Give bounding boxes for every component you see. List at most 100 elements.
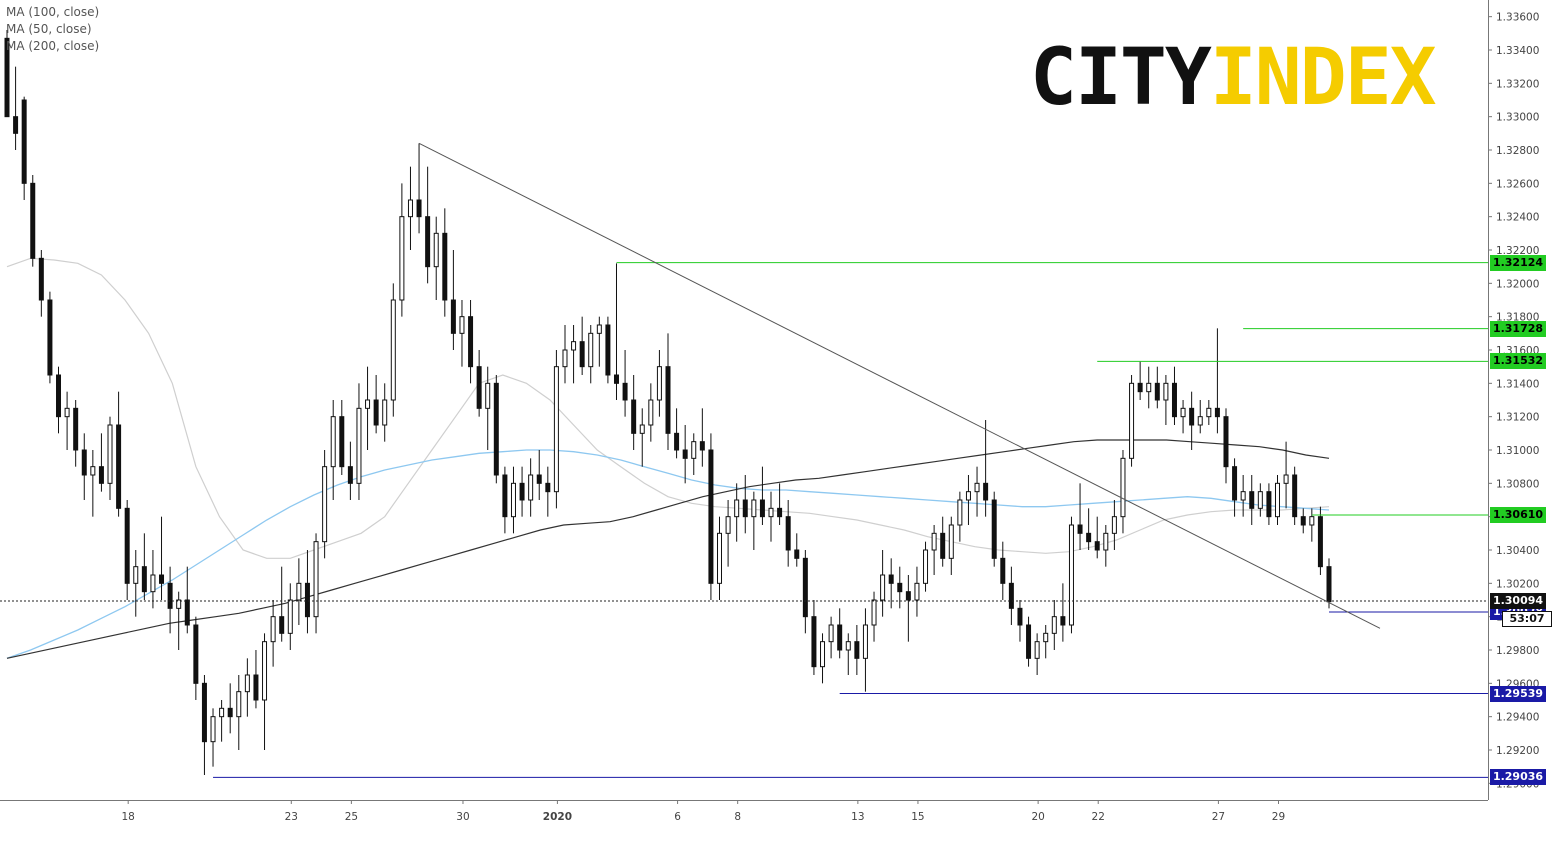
candle-body <box>493 382 499 476</box>
candle-body <box>1189 407 1195 426</box>
candle-body <box>579 341 585 368</box>
candle-body <box>1034 641 1040 659</box>
candle-body <box>888 574 894 584</box>
candle-body <box>201 682 207 743</box>
candle-body <box>38 257 44 301</box>
candle-body <box>30 182 36 259</box>
candle-body <box>210 716 216 743</box>
candle-body <box>262 641 268 701</box>
candle-body <box>502 474 508 518</box>
support-price-tag: 1.29539 <box>1490 685 1546 702</box>
moving-averages <box>6 257 1330 659</box>
candle-body <box>1068 524 1074 626</box>
candle-body <box>1094 541 1100 551</box>
candle-body <box>510 482 516 518</box>
candle-body <box>674 432 680 451</box>
x-tick-label: 20 <box>1031 811 1044 823</box>
candle-body <box>1240 491 1246 501</box>
candle-body <box>73 407 79 451</box>
downtrend-line <box>418 142 1381 629</box>
candle-body <box>519 482 525 501</box>
candle-body <box>974 482 980 493</box>
candle-body <box>313 541 319 618</box>
candle-body <box>304 582 310 618</box>
y-tick-label: 1.32000 <box>1496 278 1539 290</box>
candle-body <box>914 582 920 601</box>
candle-body <box>1197 416 1203 426</box>
candle-body <box>1317 516 1323 568</box>
candle-body <box>176 599 182 609</box>
candle-body <box>1008 582 1014 609</box>
x-tick-label: 13 <box>851 811 864 823</box>
candle-body <box>536 474 542 484</box>
x-tick-label: 15 <box>911 811 924 823</box>
candle-body <box>871 599 877 626</box>
y-tick-label: 1.32600 <box>1496 178 1539 190</box>
y-tick-label: 1.30400 <box>1496 545 1539 557</box>
candle-body <box>133 566 139 584</box>
candle-body <box>339 416 345 468</box>
candle-body <box>347 466 353 484</box>
candle-body <box>837 624 843 651</box>
candle-body <box>296 582 302 601</box>
candle-body <box>545 482 551 493</box>
candle-body <box>13 116 19 134</box>
candle-body <box>742 499 748 518</box>
resistance-price-tag: 1.30610 <box>1490 507 1546 523</box>
candle-body <box>717 532 723 584</box>
candle-body <box>588 332 594 368</box>
candle-body <box>107 424 113 484</box>
candle-body <box>4 37 10 118</box>
legend-ma200[interactable]: MA (200, close) <box>6 39 100 53</box>
candle-body <box>322 466 328 543</box>
candle-body <box>983 482 989 501</box>
candle-body <box>141 566 147 593</box>
candle-body <box>699 441 705 451</box>
candle-body <box>785 516 791 551</box>
candle-body <box>1309 516 1315 526</box>
candle-body <box>1223 416 1229 468</box>
y-tick-label: 1.32200 <box>1496 245 1539 257</box>
y-tick-label: 1.33000 <box>1496 112 1539 124</box>
candle-body <box>468 316 474 368</box>
candle-body <box>56 374 62 418</box>
candle-body <box>47 299 53 376</box>
current-price-tag: 1.30094 <box>1490 593 1546 609</box>
candle-body <box>330 416 336 468</box>
x-tick-label: 27 <box>1212 811 1225 823</box>
candle-body <box>253 674 259 701</box>
candle-body <box>923 549 929 584</box>
candle-body <box>356 407 362 484</box>
candle-body <box>940 532 946 559</box>
candle-body <box>365 399 371 409</box>
candle-body <box>433 232 439 268</box>
candle-body <box>193 624 199 684</box>
legend-ma100[interactable]: MA (100, close) <box>6 5 100 19</box>
x-tick-label: 30 <box>456 811 469 823</box>
candle-body <box>167 582 173 609</box>
candle-body <box>656 366 662 401</box>
y-tick-label: 1.32400 <box>1496 212 1539 224</box>
y-tick-label: 1.32800 <box>1496 145 1539 157</box>
candle-body <box>1326 566 1332 603</box>
legend-ma50[interactable]: MA (50, close) <box>6 22 92 36</box>
candle-body <box>734 499 740 518</box>
candle-body <box>459 316 465 334</box>
candle-body <box>485 382 491 409</box>
candle-body <box>64 407 70 418</box>
candle-body <box>991 499 997 559</box>
x-tick-label: 23 <box>285 811 298 823</box>
candle-body <box>1214 407 1220 418</box>
candle-body <box>382 399 388 426</box>
candle-body <box>1232 466 1238 501</box>
resistance-price-tag: 1.31728 <box>1490 320 1546 337</box>
candle-body <box>759 499 765 518</box>
candle-body <box>682 449 688 459</box>
candle-body <box>768 507 774 518</box>
indicator-legend: MA (100, close) MA (50, close) MA (200, … <box>6 4 99 55</box>
candle-body <box>965 491 971 501</box>
candle-body <box>553 366 559 493</box>
x-tick-label: 6 <box>674 811 681 823</box>
y-tick-label: 1.30200 <box>1496 578 1539 590</box>
